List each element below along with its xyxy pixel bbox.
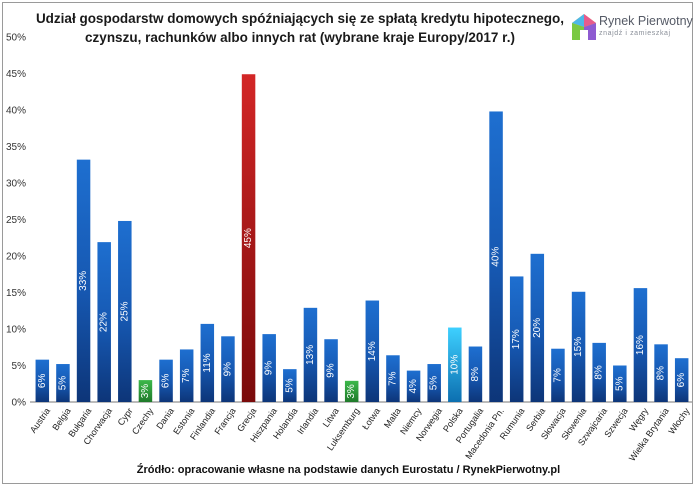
data-label: 9%: [326, 363, 337, 378]
x-tick-label: Litwa: [321, 406, 341, 429]
bar: [138, 380, 153, 402]
data-label: 17%: [511, 329, 522, 349]
bar: [654, 344, 668, 402]
data-label: 14%: [367, 341, 378, 361]
y-tick-label: 40%: [6, 106, 26, 117]
data-label: 22%: [99, 312, 110, 332]
logo-tagline: znajdź i zamieszkaj: [599, 30, 671, 37]
x-tick-label: Malta: [382, 406, 403, 430]
data-label: 40%: [491, 247, 502, 267]
source-note: Źródło: opracowanie własne na podstawie …: [136, 464, 561, 476]
data-label: 8%: [594, 365, 605, 380]
x-tick-label: Austria: [28, 406, 52, 435]
bar: [530, 253, 545, 402]
bar: [221, 336, 235, 402]
title-line-2: czynszu, rachunków albo innych rat (wybr…: [85, 30, 515, 45]
bar: [406, 370, 421, 402]
x-tick-label: Cypr: [116, 406, 135, 427]
bar: [592, 342, 606, 402]
x-tick-label: Czechy: [130, 406, 156, 437]
house-icon: [572, 14, 596, 40]
data-label: 6%: [37, 373, 48, 388]
data-label: 7%: [181, 368, 192, 383]
y-tick-label: 50%: [6, 33, 26, 44]
y-tick-label: 5%: [12, 361, 27, 372]
y-tick-label: 35%: [6, 142, 26, 153]
data-label: 16%: [635, 335, 646, 355]
data-label: 5%: [284, 378, 295, 393]
data-label: 5%: [614, 376, 625, 391]
x-tick-label: Łotwa: [360, 406, 382, 431]
y-tick-label: 20%: [6, 252, 26, 263]
bar: [241, 74, 256, 402]
title-line-1: Udział gospodarstw domowych spóźniającyc…: [35, 11, 565, 26]
bar: [427, 364, 441, 402]
bar: [35, 359, 50, 402]
y-tick-label: 45%: [6, 69, 26, 80]
data-label: 33%: [78, 271, 89, 291]
data-label: 45%: [243, 228, 254, 248]
data-label: 6%: [161, 373, 172, 388]
bar: [448, 327, 462, 402]
bar: [571, 291, 586, 402]
data-label: 5%: [57, 376, 68, 391]
bar: [56, 364, 70, 402]
bar: [468, 346, 483, 402]
bar: [324, 339, 338, 402]
data-label: 20%: [532, 318, 543, 338]
bar: [674, 358, 689, 402]
bar: [262, 334, 276, 402]
data-label: 7%: [387, 371, 398, 386]
bar: [118, 220, 132, 402]
data-label: 25%: [119, 301, 130, 321]
bar: [489, 111, 503, 403]
data-label: 5%: [429, 376, 440, 391]
data-label: 10%: [449, 355, 460, 375]
data-label: 3%: [346, 384, 357, 399]
data-label: 8%: [656, 366, 667, 381]
data-label: 7%: [552, 368, 563, 383]
data-label: 8%: [470, 367, 481, 382]
bar: [365, 300, 380, 402]
y-tick-label: 0%: [12, 398, 27, 409]
x-tick-label: Włochy: [666, 406, 691, 436]
data-label: 15%: [573, 337, 584, 357]
bar: [200, 323, 215, 402]
y-tick-label: 15%: [6, 288, 26, 299]
bar: [633, 288, 648, 402]
y-tick-label: 25%: [6, 215, 26, 226]
y-tick-label: 10%: [6, 325, 26, 336]
data-label: 9%: [264, 361, 275, 376]
data-label: 13%: [305, 345, 316, 365]
data-label: 3%: [140, 384, 151, 399]
brand-logo: Rynek Pierwotny znajdź i zamieszkaj: [572, 12, 693, 52]
x-tick-label: Irlandia: [295, 406, 320, 436]
bar: [303, 307, 318, 402]
data-label: 11%: [202, 353, 213, 372]
bar: [551, 348, 565, 402]
data-label: 9%: [222, 362, 233, 377]
bar: [97, 242, 111, 402]
logo-name: Rynek Pierwotny: [599, 14, 693, 28]
y-tick-label: 30%: [6, 179, 26, 190]
data-label: 4%: [408, 379, 419, 394]
bar: [613, 365, 627, 402]
x-tick-label: Wielka Brytania: [627, 406, 671, 463]
bar: [344, 380, 359, 402]
data-label: 6%: [676, 373, 687, 388]
x-tick-label: Francja: [212, 406, 237, 436]
chart-frame: [2, 2, 693, 484]
chart-title: Udział gospodarstw domowych spóźniającyc…: [20, 9, 580, 47]
bar: [179, 349, 194, 402]
bar: [76, 159, 91, 402]
bar: [509, 276, 524, 402]
bar: [386, 355, 400, 402]
bar: [159, 359, 173, 402]
bar: [283, 369, 297, 402]
